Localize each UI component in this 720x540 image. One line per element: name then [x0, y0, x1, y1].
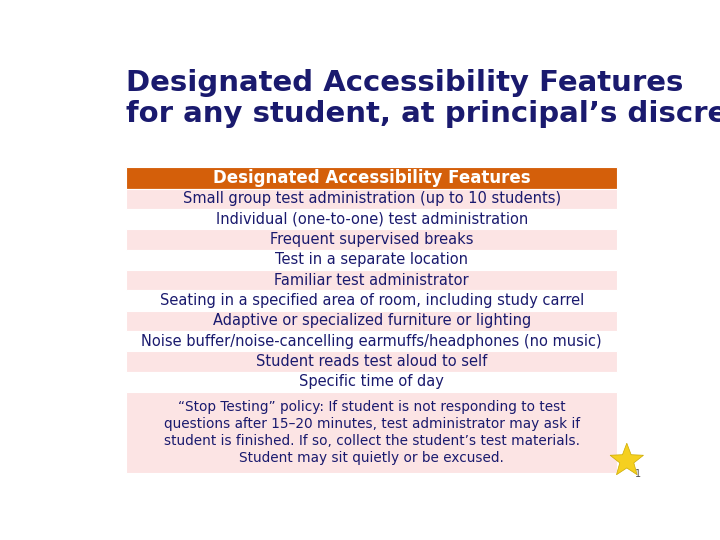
Text: Small group test administration (up to 10 students): Small group test administration (up to 1… [183, 191, 561, 206]
Text: Noise buffer/noise-cancelling earmuffs/headphones (no music): Noise buffer/noise-cancelling earmuffs/h… [141, 334, 602, 348]
FancyBboxPatch shape [126, 249, 617, 270]
FancyBboxPatch shape [126, 167, 617, 188]
Text: Student reads test aloud to self: Student reads test aloud to self [256, 354, 487, 369]
FancyBboxPatch shape [126, 310, 617, 331]
FancyBboxPatch shape [126, 372, 617, 392]
Text: Familiar test administrator: Familiar test administrator [274, 273, 469, 288]
FancyBboxPatch shape [126, 392, 617, 473]
Text: Test in a separate location: Test in a separate location [275, 252, 468, 267]
Text: Seating in a specified area of room, including study carrel: Seating in a specified area of room, inc… [160, 293, 584, 308]
FancyBboxPatch shape [126, 230, 617, 249]
FancyBboxPatch shape [126, 291, 617, 310]
Text: Designated Accessibility Features
for any student, at principal’s discretion: Designated Accessibility Features for an… [126, 69, 720, 129]
FancyBboxPatch shape [126, 209, 617, 230]
FancyBboxPatch shape [126, 188, 617, 209]
Text: Individual (one-to-one) test administration: Individual (one-to-one) test administrat… [216, 212, 528, 227]
Text: Specific time of day: Specific time of day [300, 374, 444, 389]
FancyBboxPatch shape [126, 331, 617, 351]
Polygon shape [610, 443, 644, 475]
Text: 1: 1 [635, 469, 642, 479]
Text: Adaptive or specialized furniture or lighting: Adaptive or specialized furniture or lig… [212, 313, 531, 328]
Text: Designated Accessibility Features: Designated Accessibility Features [213, 168, 531, 187]
FancyBboxPatch shape [126, 270, 617, 291]
Text: Frequent supervised breaks: Frequent supervised breaks [270, 232, 474, 247]
FancyBboxPatch shape [126, 351, 617, 372]
Text: “Stop Testing” policy: If student is not responding to test
questions after 15–2: “Stop Testing” policy: If student is not… [163, 400, 580, 464]
